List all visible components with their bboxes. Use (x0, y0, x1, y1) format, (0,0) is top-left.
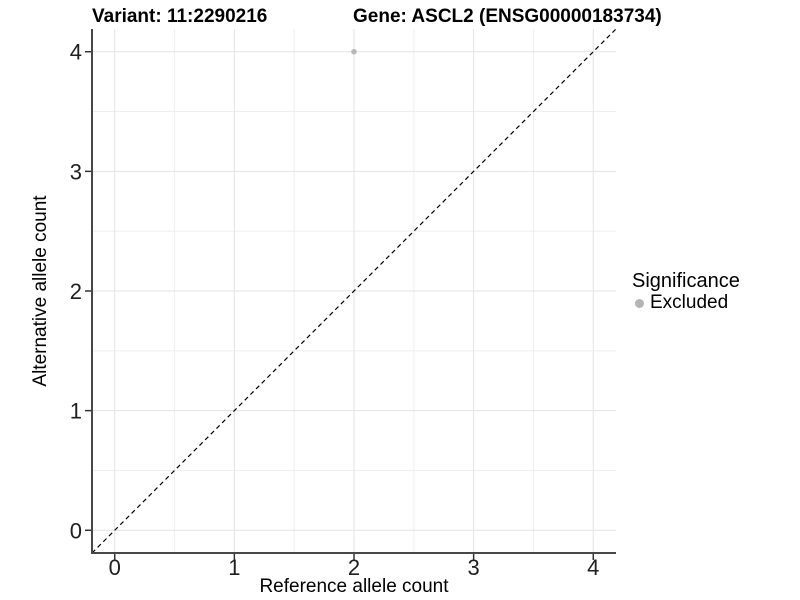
y-tick-label: 4 (70, 40, 82, 65)
legend: Significance Excluded (632, 270, 740, 314)
y-tick-label: 0 (70, 518, 82, 543)
x-tick-label: 3 (468, 555, 480, 580)
x-tick-label: 2 (348, 555, 360, 580)
plot-title-variant: Variant: 11:2290216 (92, 6, 268, 27)
plot-title-gene: Gene: ASCL2 (ENSG00000183734) (353, 6, 662, 27)
identity-dashed-line (91, 28, 617, 554)
x-axis-title: Reference allele count (259, 576, 449, 597)
y-tick-label: 1 (70, 399, 82, 424)
x-tick-label: 4 (587, 555, 599, 580)
y-axis-title: Alternative allele count (30, 195, 51, 387)
x-tick-label: 1 (228, 555, 240, 580)
x-tick-label: 0 (109, 555, 121, 580)
legend-item-label: Excluded (650, 292, 729, 313)
excluded-point-icon (635, 298, 644, 308)
y-tick-label: 3 (70, 159, 82, 184)
legend-title: Significance (632, 270, 740, 292)
y-tick-label: 2 (70, 279, 82, 304)
legend-item-excluded: Excluded (632, 292, 740, 313)
data-point (351, 48, 357, 55)
